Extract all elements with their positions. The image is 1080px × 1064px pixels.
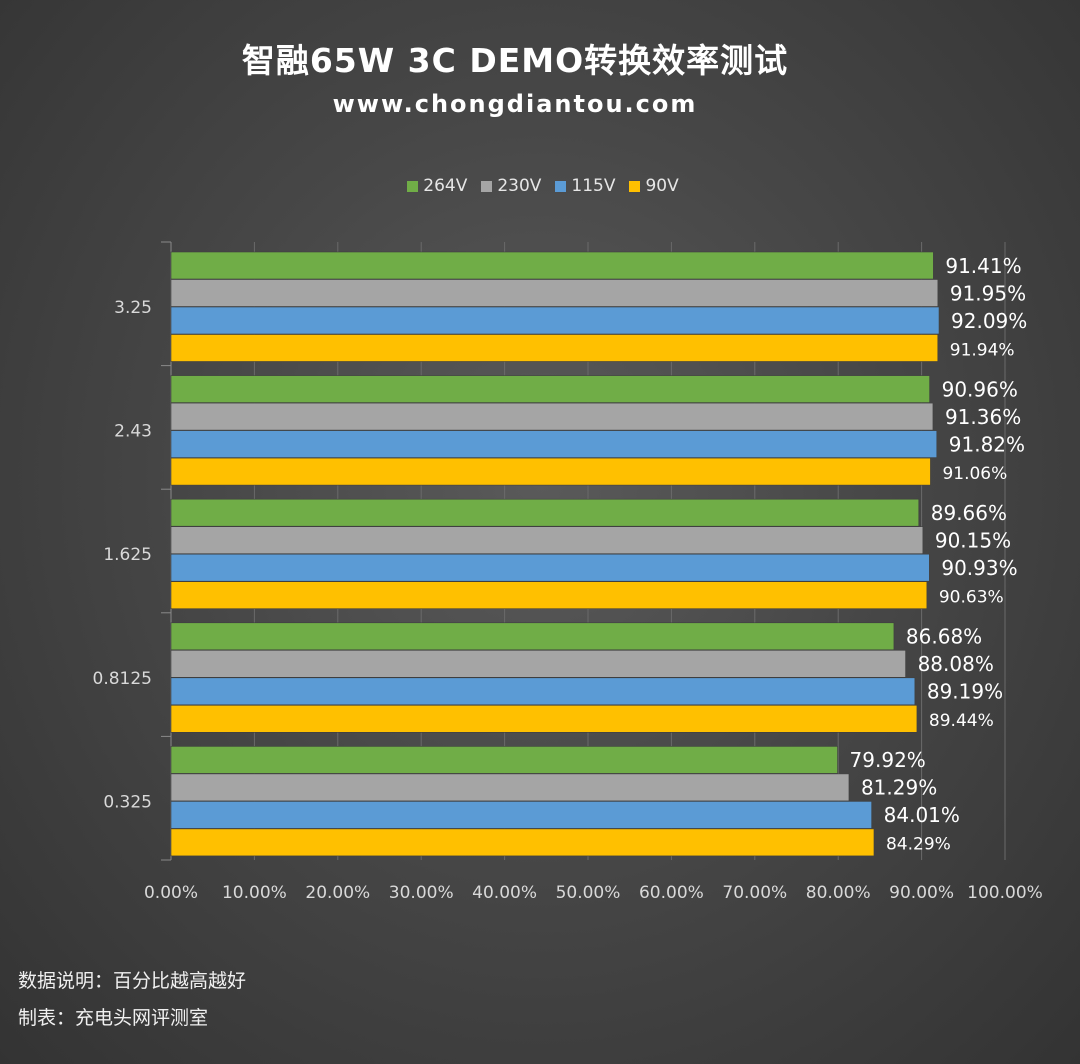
legend-label: 90V	[645, 176, 679, 196]
data-label: 84.01%	[884, 803, 960, 827]
data-label: 84.29%	[886, 835, 951, 855]
bar	[170, 553, 930, 582]
data-label: 91.41%	[945, 254, 1021, 278]
x-tick-label: 80.00%	[806, 883, 871, 903]
legend-label: 115V	[571, 176, 616, 196]
x-tick-label: 30.00%	[389, 883, 454, 903]
bar	[170, 498, 920, 527]
bar	[170, 622, 895, 651]
data-label: 89.66%	[931, 501, 1007, 525]
data-label: 81.29%	[861, 776, 937, 800]
bar	[170, 677, 916, 706]
x-tick-label: 90.00%	[889, 883, 954, 903]
data-label: 90.15%	[935, 528, 1011, 552]
x-tick-label: 10.00%	[222, 883, 287, 903]
legend-swatch	[407, 180, 419, 192]
bar	[170, 251, 934, 280]
bar	[170, 306, 940, 335]
x-tick-label: 100.00%	[967, 883, 1043, 903]
bar	[170, 279, 939, 307]
legend-swatch	[629, 180, 641, 192]
x-tick-label: 60.00%	[639, 883, 704, 903]
data-label: 89.19%	[927, 680, 1003, 704]
x-tick-label: 0.00%	[144, 883, 198, 903]
legend-swatch	[481, 180, 493, 192]
legend-item-90v: 90V	[629, 176, 679, 196]
legend-label: 264V	[423, 176, 468, 196]
bar	[170, 334, 939, 362]
data-label: 90.93%	[941, 556, 1017, 580]
bar	[170, 457, 931, 486]
data-label: 92.09%	[951, 309, 1027, 333]
legend-item-264v: 264V	[407, 176, 467, 196]
y-category-label: 3.25	[114, 298, 152, 318]
chart-subtitle: www.chongdiantou.com	[332, 90, 698, 118]
bar	[170, 704, 918, 733]
x-tick-label: 20.00%	[305, 883, 370, 903]
data-label: 79.92%	[850, 748, 926, 772]
bar	[170, 526, 924, 555]
bar	[170, 801, 872, 829]
y-category-label: 1.625	[103, 545, 152, 565]
legend-item-230v: 230V	[481, 176, 541, 196]
bar	[170, 375, 930, 403]
data-label: 91.95%	[950, 281, 1026, 305]
made-by-note: 制表：充电头网评测室	[18, 1007, 209, 1029]
bar	[170, 828, 875, 857]
data-note: 数据说明：百分比越高越好	[18, 970, 247, 992]
chart-title: 智融65W 3C DEMO转换效率测试	[241, 41, 789, 80]
legend-label: 230V	[497, 176, 542, 196]
y-category-label: 2.43	[114, 422, 152, 442]
x-tick-label: 70.00%	[722, 883, 787, 903]
data-label: 86.68%	[906, 625, 982, 649]
data-label: 91.06%	[942, 464, 1007, 484]
y-category-label: 0.8125	[93, 669, 152, 689]
data-label: 91.82%	[949, 432, 1025, 456]
x-tick-label: 40.00%	[472, 883, 537, 903]
data-label: 89.44%	[929, 711, 994, 731]
x-tick-label: 50.00%	[556, 883, 621, 903]
bar	[170, 402, 934, 431]
bar	[170, 430, 938, 458]
legend: 264V 230V 115V 90V	[0, 176, 1080, 196]
bar	[170, 649, 906, 678]
y-category-label: 0.325	[103, 792, 152, 812]
bar	[170, 581, 928, 610]
legend-item-115v: 115V	[555, 176, 615, 196]
bar	[170, 746, 838, 774]
data-label: 88.08%	[918, 652, 994, 676]
bar	[170, 773, 850, 802]
data-label: 91.94%	[950, 340, 1015, 360]
data-label: 91.36%	[945, 405, 1021, 429]
data-label: 90.63%	[939, 587, 1004, 607]
data-label: 90.96%	[942, 377, 1018, 401]
legend-swatch	[555, 180, 567, 192]
